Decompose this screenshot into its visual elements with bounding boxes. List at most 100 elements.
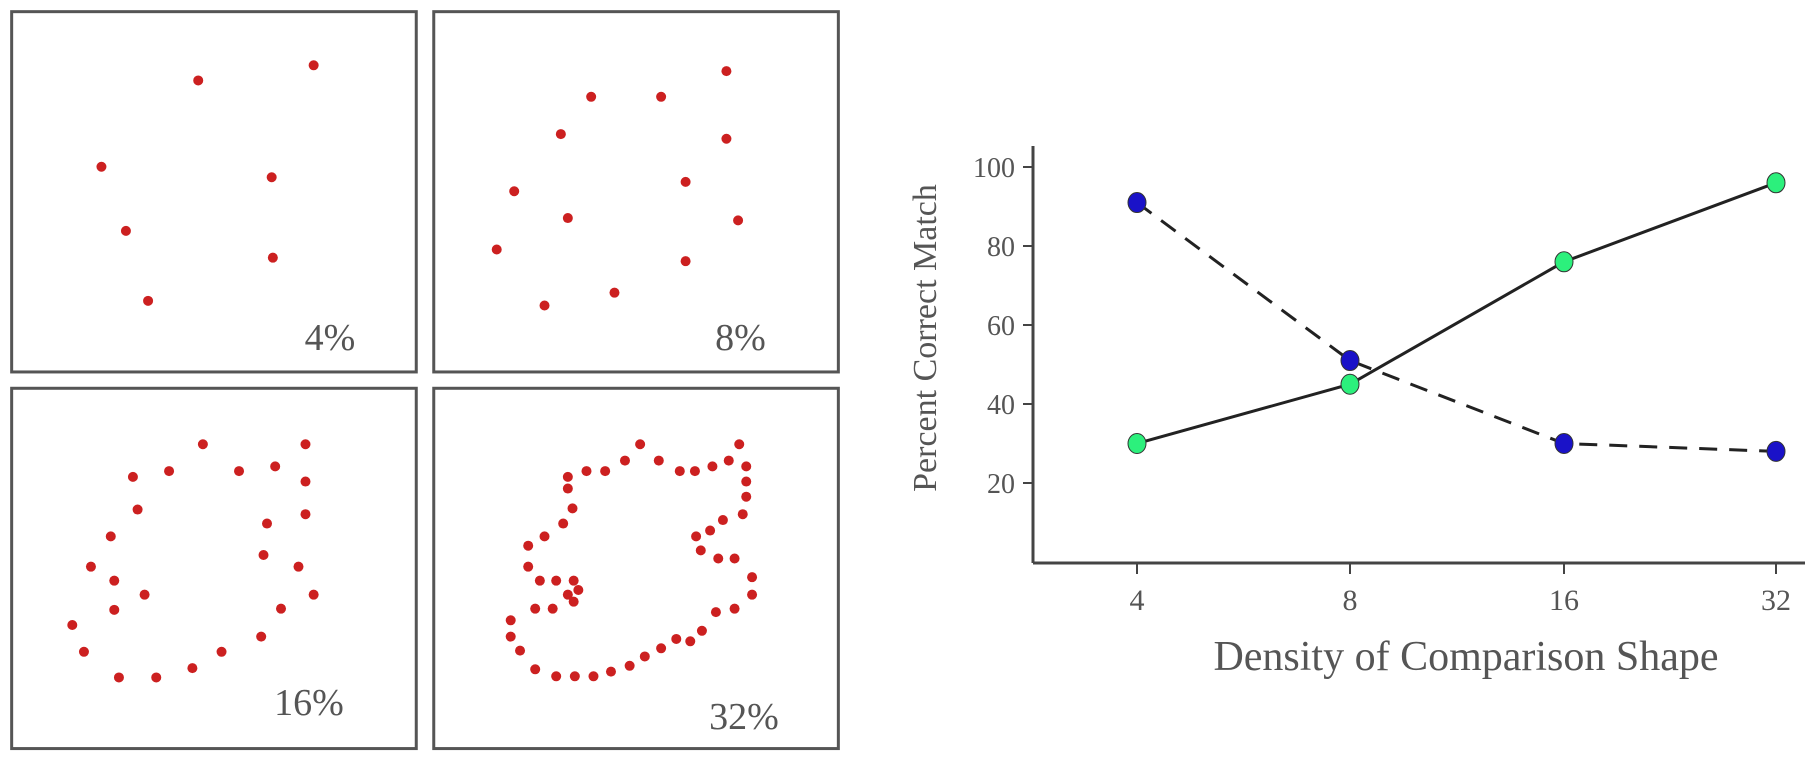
stimulus-dot	[491, 244, 502, 255]
stimulus-dot	[262, 518, 273, 529]
line-chart: 20 40 60 80 100 4 8 16 32 Density of Comparison…	[907, 146, 1805, 680]
series-line-solid	[1136, 181, 1777, 445]
panel-density-label: 16%	[274, 682, 344, 724]
stimulus-dot	[270, 461, 281, 472]
stimulus-dot	[680, 256, 691, 267]
y-axis-label: Percent Correct Match	[907, 184, 944, 492]
stimulus-dot	[586, 91, 597, 102]
stimulus-dot	[266, 172, 277, 183]
stimulus-dot	[515, 645, 526, 656]
stimulus-dot	[747, 589, 758, 600]
stimulus-dot	[164, 466, 175, 477]
panel-32pct: 32%	[432, 386, 840, 751]
panel-frame	[10, 10, 418, 374]
panel-frame	[432, 10, 840, 374]
stimulus-dot	[741, 476, 752, 487]
stimulus-dot	[547, 603, 558, 614]
stimulus-dot	[300, 476, 311, 487]
stimulus-dot	[505, 615, 516, 626]
panel-frame	[10, 386, 418, 751]
stimulus-dot	[187, 663, 198, 674]
series-line-dashed	[1136, 201, 1777, 453]
panel-density-label: 4%	[305, 317, 356, 359]
stimulus-dot	[197, 439, 208, 450]
stimulus-dot	[741, 491, 752, 502]
stimulus-dot	[705, 525, 716, 536]
stimulus-dot	[569, 671, 580, 682]
stimulus-dot	[723, 455, 734, 466]
stimulus-dot	[710, 607, 721, 618]
stimulus-dot	[747, 572, 758, 583]
stimulus-dot	[600, 466, 611, 477]
stimulus-dot	[656, 643, 667, 654]
stimulus-dot	[729, 603, 740, 614]
stimulus-dot	[234, 466, 245, 477]
stimulus-dot	[505, 631, 516, 642]
stimulus-dot	[581, 466, 592, 477]
stimulus-dot	[530, 664, 541, 675]
stimulus-dot	[721, 66, 732, 77]
panel-8pct: 8%	[432, 10, 840, 374]
stimulus-dot	[523, 540, 534, 551]
stimulus-dot	[534, 575, 545, 586]
x-tick-label: 4	[1130, 584, 1145, 617]
stimulus-dot	[109, 604, 120, 615]
stimulus-dot	[737, 509, 748, 520]
x-tick-label: 16	[1549, 584, 1579, 617]
stimulus-dot	[127, 471, 138, 482]
stimulus-dot	[567, 503, 578, 514]
y-tick-label: 40	[987, 390, 1015, 421]
stimulus-dot	[109, 575, 120, 586]
panel-density-label: 8%	[715, 317, 766, 359]
stimulus-dot	[132, 504, 143, 515]
stimulus-dot	[293, 561, 304, 572]
stimulus-dot	[308, 589, 319, 600]
stimulus-dot	[624, 660, 635, 671]
stimulus-dot	[573, 584, 584, 595]
data-point-dashed	[1766, 440, 1786, 462]
data-point-solid	[1127, 433, 1147, 454]
stimulus-dot	[605, 666, 616, 677]
stimulus-dot	[713, 553, 724, 564]
stimulus-dot	[555, 129, 566, 140]
stimulus-dot	[639, 651, 650, 662]
density-panels: 4% 8% 16% 32%	[10, 10, 840, 751]
data-point-dashed	[1340, 350, 1360, 372]
stimulus-dot	[258, 550, 269, 561]
stimulus-dot	[717, 515, 728, 526]
stimulus-dot	[741, 461, 752, 472]
stimulus-dot	[85, 561, 96, 572]
stimulus-dot	[267, 252, 278, 263]
stimulus-dot	[562, 483, 573, 494]
stimulus-dot	[588, 671, 599, 682]
stimulus-dot	[689, 466, 700, 477]
data-point-dashed	[1127, 192, 1147, 214]
stimulus-dot	[256, 631, 267, 642]
stimulus-dot	[635, 439, 646, 450]
stimulus-dot	[143, 295, 154, 306]
data-point-solid	[1554, 251, 1574, 273]
stimulus-dot	[674, 466, 685, 477]
data-point-solid	[1340, 373, 1360, 395]
stimulus-dot	[568, 596, 579, 607]
stimulus-dot	[120, 225, 131, 236]
stimulus-dot	[539, 300, 550, 311]
stimulus-dot	[656, 91, 667, 102]
stimulus-dot	[562, 589, 573, 600]
stimulus-dot	[734, 439, 745, 450]
stimulus-dot	[696, 625, 707, 636]
stimulus-dot	[300, 509, 311, 520]
stimulus-dot	[139, 589, 150, 600]
stimulus-dot	[67, 619, 78, 630]
stimulus-dot	[539, 531, 550, 542]
y-tick-label: 100	[973, 153, 1015, 184]
stimulus-dot	[193, 75, 204, 86]
y-tick-label: 20	[987, 469, 1015, 500]
stimulus-dot	[551, 671, 562, 682]
stimulus-dot	[619, 455, 630, 466]
stimulus-dot	[653, 455, 664, 466]
panel-16pct: 16%	[10, 386, 418, 751]
stimulus-dot	[105, 531, 116, 542]
stimulus-dot	[308, 60, 319, 71]
